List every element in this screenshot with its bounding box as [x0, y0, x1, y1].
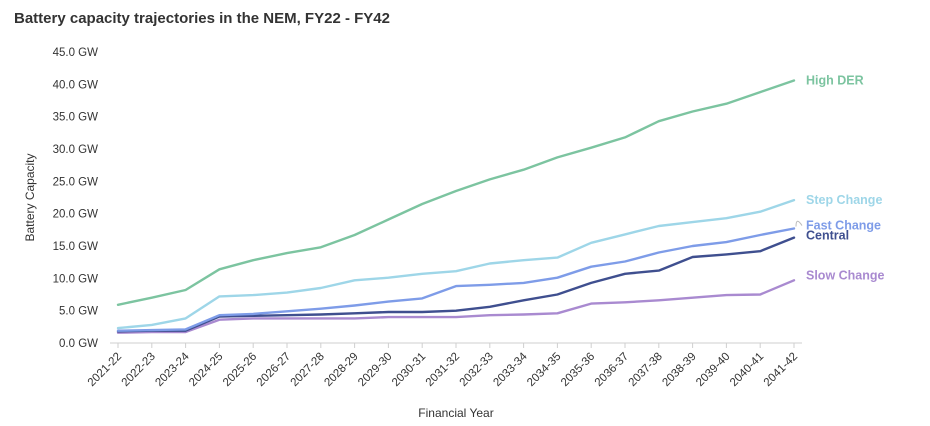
y-axis: 0.0 GW 5.0 GW 10.0 GW 15.0 GW 20.0 GW 25.0 GW…	[53, 47, 99, 350]
x-tick-label: 2037-38	[627, 351, 665, 389]
series-label-step-change: Step Change	[806, 193, 882, 207]
series-line-slow-change	[116, 279, 796, 334]
y-tick-label: 40.0 GW	[53, 79, 99, 91]
series-label-slow-change: Slow Change	[806, 268, 885, 282]
x-axis-label: Financial Year	[418, 406, 493, 420]
x-tick-label: 2027-28	[289, 351, 327, 389]
x-tick-label: 2036-37	[593, 351, 631, 389]
x-tick-label: 2039-40	[694, 351, 732, 389]
chart-title: Battery capacity trajectories in the NEM…	[14, 10, 390, 27]
series-line-step-change	[116, 198, 796, 330]
series-lines	[116, 79, 796, 334]
x-tick-label: 2038-39	[660, 351, 698, 389]
x-tick-label: 2021-22	[86, 351, 124, 389]
x-tick-label: 2030-31	[390, 351, 428, 389]
series-line-fast-change	[116, 227, 796, 332]
y-tick-label: 35.0 GW	[53, 112, 99, 124]
y-tick-label: 25.0 GW	[53, 176, 99, 188]
x-tick-label: 2022-23	[120, 351, 158, 389]
label-connector	[795, 220, 803, 227]
y-tick-label: 10.0 GW	[53, 273, 99, 285]
x-tick-label: 2025-26	[221, 351, 259, 389]
x-tick-label: 2028-29	[322, 351, 360, 389]
x-tick-label: 2040-41	[728, 351, 766, 389]
y-axis-label: Battery Capacity	[23, 153, 37, 241]
y-tick-label: 30.0 GW	[53, 144, 99, 156]
y-tick-label: 0.0 GW	[59, 338, 98, 350]
x-tick-label: 2034-35	[525, 351, 563, 389]
x-tick-label: 2035-36	[559, 351, 597, 389]
y-tick-label: 45.0 GW	[53, 47, 99, 59]
x-tick-label: 2041-42	[762, 351, 800, 389]
y-tick-label: 15.0 GW	[53, 241, 99, 253]
x-tick-label: 2024-25	[187, 351, 225, 389]
x-tick-label: 2031-32	[424, 351, 462, 389]
x-tick-label: 2032-33	[458, 351, 496, 389]
series-line-central	[116, 236, 796, 333]
x-tick-label: 2023-24	[153, 350, 192, 389]
y-tick-label: 5.0 GW	[59, 306, 98, 318]
y-tick-label: 20.0 GW	[53, 209, 99, 221]
x-tick-label: 2033-34	[491, 350, 530, 389]
series-label-high-der: High DER	[806, 73, 864, 87]
x-tick-label: 2026-27	[255, 351, 293, 389]
x-axis: 2021-222022-232023-242024-252025-262026-…	[86, 342, 802, 389]
series-label-central: Central	[806, 229, 849, 243]
series-label-fast-change: Fast Change	[806, 219, 881, 233]
x-tick-label: 2029-30	[356, 351, 394, 389]
series-line-high-der	[116, 79, 796, 306]
